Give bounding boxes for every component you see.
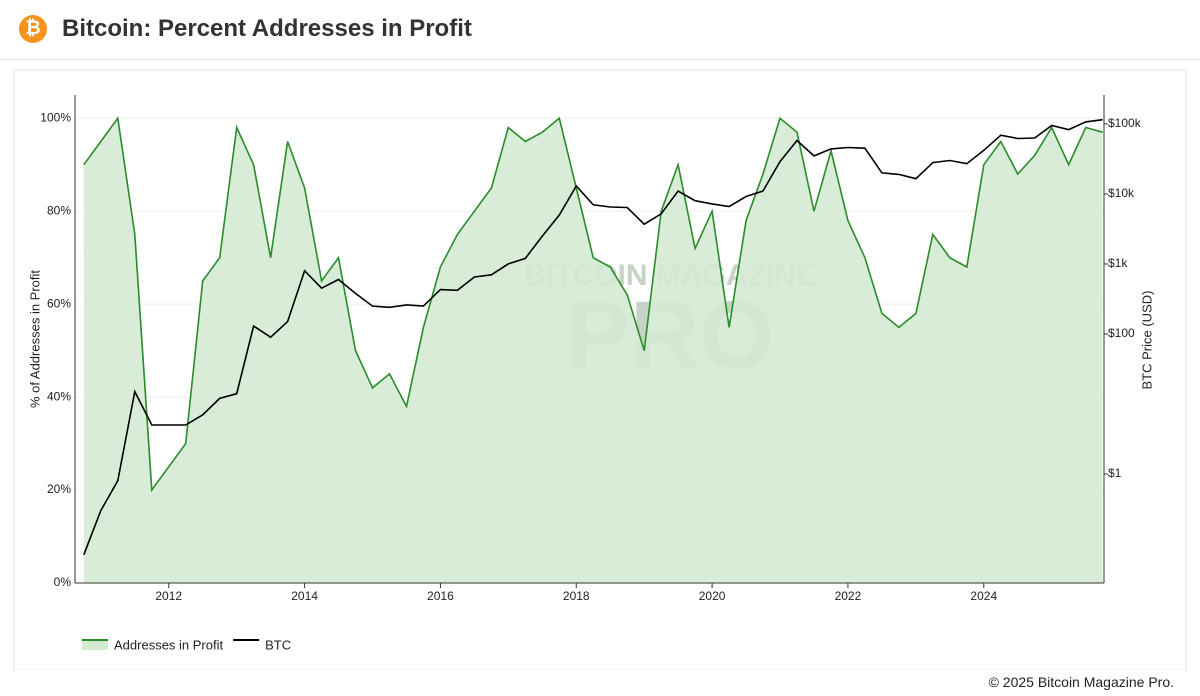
- y-tick-label: 40%: [47, 389, 71, 403]
- y-tick-label: 80%: [47, 203, 71, 217]
- y2-axis-label: BTC Price (USD): [1139, 291, 1154, 390]
- legend-item: Addresses in Profit: [82, 637, 223, 652]
- area: [83, 118, 1103, 583]
- legend-label: BTC: [265, 637, 291, 652]
- y-tick-label: 0%: [54, 575, 72, 589]
- line: [83, 118, 1103, 556]
- line: [83, 116, 1103, 493]
- page-title: Bitcoin: Percent Addresses in Profit: [62, 15, 472, 42]
- y-tick-label: 60%: [47, 296, 71, 310]
- header: ₿ Bitcoin: Percent Addresses in Profit: [0, 0, 1200, 60]
- y-axis-label: % of Addresses in Profit: [27, 270, 42, 408]
- copyright: © 2025 Bitcoin Magazine Pro.: [988, 674, 1174, 690]
- bitcoin-icon: ₿: [19, 15, 47, 43]
- x-tick-label: 2014: [291, 589, 318, 603]
- x-tick-label: 2024: [970, 589, 997, 603]
- y-tick-label: 20%: [47, 482, 71, 496]
- legend-label: Addresses in Profit: [114, 637, 223, 652]
- y2-tick-label: $100k: [1108, 116, 1142, 130]
- legend-swatch: [82, 640, 108, 650]
- chart-frame: [13, 69, 1187, 670]
- x-tick-label: 2016: [427, 589, 454, 603]
- legend-item: BTC: [233, 637, 291, 652]
- x-tick-label: 2018: [563, 589, 590, 603]
- x-tick-label: 2022: [835, 589, 862, 603]
- y2-tick-label: $1: [1108, 466, 1122, 480]
- chart: 0%20%40%60%80%100%BITCOIN MAGAZINEPRO201…: [13, 69, 1187, 670]
- x-tick-label: 2012: [155, 589, 182, 603]
- y2-tick-label: $1k: [1108, 256, 1128, 270]
- x-tick-label: 2020: [699, 589, 726, 603]
- y-tick-label: 100%: [40, 110, 71, 124]
- y2-tick-label: $10k: [1108, 186, 1135, 200]
- y2-tick-label: $100: [1108, 326, 1135, 340]
